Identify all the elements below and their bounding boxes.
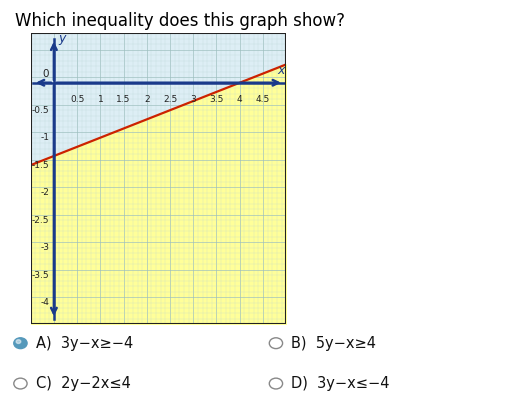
Text: -2.5: -2.5 xyxy=(32,215,49,225)
Text: 1.5: 1.5 xyxy=(117,95,131,104)
Text: B)  5y−x≥4: B) 5y−x≥4 xyxy=(291,336,376,351)
Text: -1: -1 xyxy=(40,133,49,142)
Text: -3.5: -3.5 xyxy=(32,270,49,280)
Text: D)  3y−x≤−4: D) 3y−x≤−4 xyxy=(291,376,390,391)
Text: -4: -4 xyxy=(40,298,49,307)
Text: C)  2y−2x≤4: C) 2y−2x≤4 xyxy=(36,376,131,391)
Text: 3: 3 xyxy=(191,95,196,104)
Text: 4.5: 4.5 xyxy=(256,95,270,104)
Text: 3.5: 3.5 xyxy=(210,95,224,104)
Text: 0.5: 0.5 xyxy=(70,95,84,104)
Text: 2.5: 2.5 xyxy=(163,95,177,104)
Text: -0.5: -0.5 xyxy=(32,106,49,115)
Text: 4: 4 xyxy=(237,95,243,104)
Text: -1.5: -1.5 xyxy=(32,161,49,170)
Text: Which inequality does this graph show?: Which inequality does this graph show? xyxy=(15,12,345,30)
Bar xyxy=(31,33,286,324)
Text: 2: 2 xyxy=(144,95,150,104)
Text: 1: 1 xyxy=(98,95,103,104)
Text: x: x xyxy=(278,64,285,77)
Text: -2: -2 xyxy=(40,188,49,197)
Text: A)  3y−x≥−4: A) 3y−x≥−4 xyxy=(36,336,133,351)
Text: -3: -3 xyxy=(40,243,49,252)
Text: 0: 0 xyxy=(43,69,49,79)
Text: y: y xyxy=(59,32,66,45)
